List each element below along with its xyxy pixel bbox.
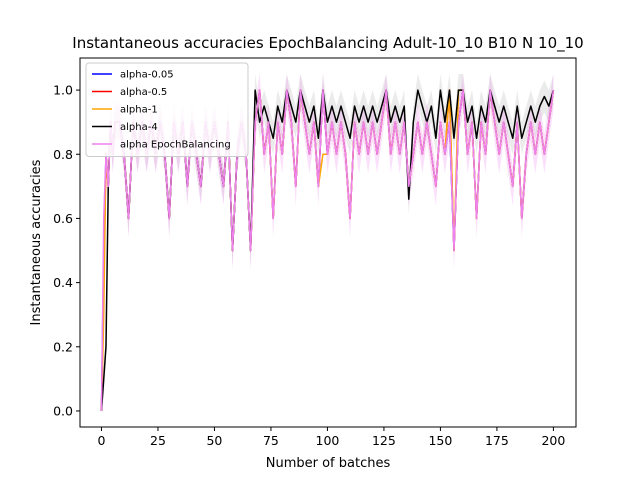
legend-label-alpha-0-5: alpha-0.5 (120, 87, 167, 98)
x-axis-label: Number of batches (266, 456, 391, 471)
legend-label-alpha-epochbalancing: alpha EpochBalancing (120, 140, 231, 151)
x-tick-label: 50 (206, 433, 222, 448)
x-tick-label: 150 (428, 433, 452, 448)
x-tick-label: 25 (150, 433, 166, 448)
x-tick-label: 75 (263, 433, 279, 448)
legend-label-alpha-4: alpha-4 (120, 122, 158, 133)
y-tick-label: 0.2 (53, 339, 73, 354)
y-tick-label: 0.6 (53, 211, 73, 226)
y-tick-label: 0.8 (53, 147, 73, 162)
y-axis-ticks: 0.0 0.2 0.4 0.6 0.8 1.0 (53, 83, 80, 418)
legend: alpha-0.05 alpha-0.5 alpha-1 alpha-4 alpha E… (85, 62, 249, 157)
x-tick-label: 200 (541, 433, 565, 448)
x-tick-label: 125 (372, 433, 396, 448)
x-tick-label: 175 (485, 433, 509, 448)
y-tick-label: 0.4 (53, 275, 73, 290)
band-alpha-epochbalancing (101, 74, 554, 411)
y-tick-label: 0.0 (53, 403, 73, 418)
y-axis-label: Instantaneous accuracies (29, 159, 44, 325)
series-line-alpha-epochbalancing (100, 89, 555, 411)
legend-label-alpha-1: alpha-1 (120, 105, 158, 116)
chart-title: Instantaneous accuracies EpochBalancing … (72, 34, 583, 53)
band-alpha-4 (101, 74, 554, 411)
legend-box (85, 62, 249, 157)
variance-bands (101, 74, 554, 411)
legend-label-alpha-0-05: alpha-0.05 (120, 70, 174, 81)
x-axis-ticks: 0 25 50 75 100 125 150 175 200 (97, 427, 565, 448)
series-lines (100, 89, 555, 412)
x-tick-label: 100 (316, 433, 340, 448)
plot-frame (79, 57, 577, 428)
y-tick-label: 1.0 (53, 83, 73, 98)
x-tick-label: 0 (97, 433, 105, 448)
